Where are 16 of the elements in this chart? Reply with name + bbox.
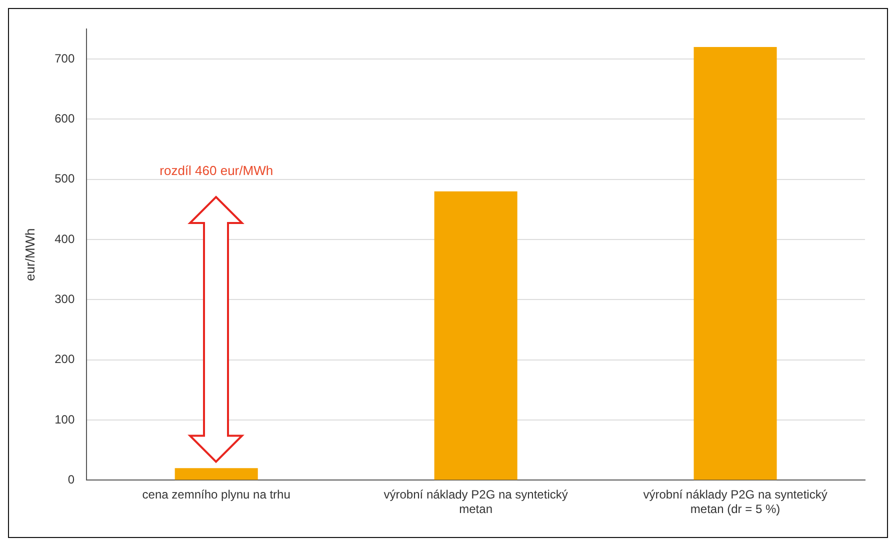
- bar: [434, 191, 518, 480]
- bar: [694, 47, 777, 480]
- x-tick-label: výrobní náklady P2G na syntetický metan (dr = 5 %): [643, 488, 828, 516]
- y-tick-label: 700: [54, 51, 75, 66]
- x-tick-label: cena zemního plynu na trhu: [142, 488, 290, 502]
- x-tick-label: výrobní náklady P2G na syntetický metan: [384, 488, 568, 516]
- y-axis-title: eur/MWh: [22, 228, 38, 281]
- y-tick-label: 400: [54, 232, 75, 246]
- y-tick-label: 600: [54, 112, 75, 126]
- y-tick-label: 300: [54, 292, 75, 306]
- y-tick-label: 200: [54, 352, 75, 366]
- y-tick-label: 0: [68, 472, 75, 487]
- y-tick-label: 100: [54, 412, 75, 426]
- bar: [174, 468, 258, 480]
- y-tick-label: 500: [54, 172, 75, 186]
- annotation: rozdíl 460 eur/MWh: [160, 163, 274, 178]
